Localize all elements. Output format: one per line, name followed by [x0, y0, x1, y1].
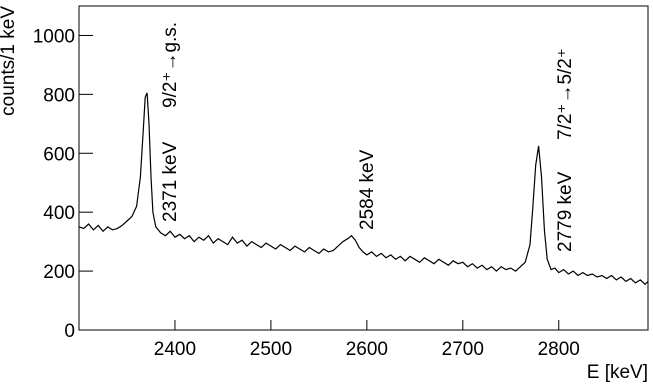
- y-tick-label: 800: [43, 85, 75, 106]
- x-tick-label: 2500: [250, 339, 292, 360]
- peak-annotation: 2584 keV: [357, 149, 378, 230]
- y-tick-label: 0: [64, 321, 75, 342]
- x-tick-label: 2400: [154, 339, 196, 360]
- peak-annotation: 2779 keV: [555, 171, 576, 252]
- peak-annotation: 2371 keV: [160, 141, 181, 222]
- x-axis-label: E [keV]: [587, 362, 648, 383]
- peak-annotation: 9/2⁺→g.s.: [160, 22, 181, 108]
- peak-annotation: 7/2⁺→5/2⁺: [555, 48, 576, 140]
- x-tick-label: 2600: [346, 339, 388, 360]
- y-tick-label: 1000: [33, 26, 75, 47]
- y-tick-label: 600: [43, 144, 75, 165]
- plot-frame: [78, 5, 649, 331]
- y-tick-label: 400: [43, 203, 75, 224]
- x-tick-label: 2800: [538, 339, 580, 360]
- spectrum-line: [78, 92, 649, 286]
- y-axis-label: counts/1 keV: [0, 6, 19, 116]
- y-tick-label: 200: [43, 262, 75, 283]
- x-tick-label: 2700: [442, 339, 484, 360]
